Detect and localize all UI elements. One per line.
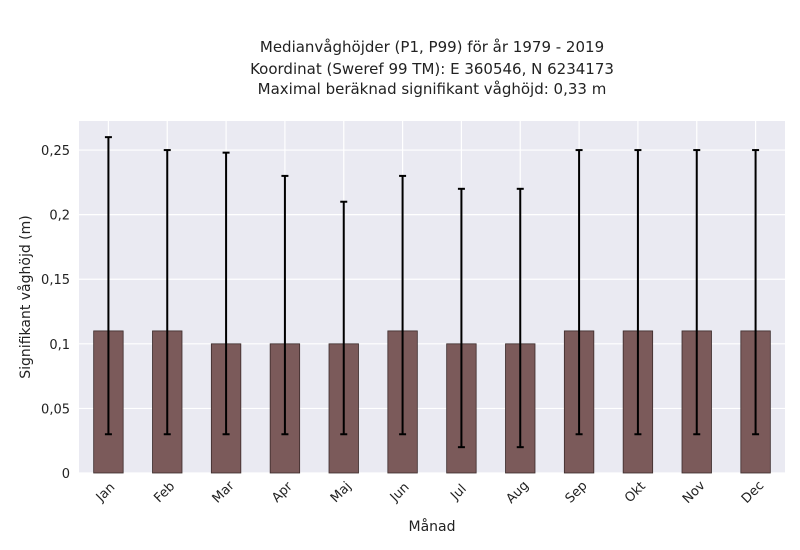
errorbars-group [104, 136, 760, 449]
x-tick-label-maj: Maj [328, 479, 355, 506]
chart-title: Medianvåghöjder (P1, P99) för år 1979 - … [250, 38, 614, 98]
y-tick-label: 0,2 [49, 209, 70, 224]
title-line-3: Maximal beräknad signifikant våghöjd: 0,… [258, 80, 607, 98]
plot-area [79, 121, 785, 473]
y-tick-label: 0 [62, 467, 70, 482]
x-axis-ticks: Jan Feb Mar Apr Maj Jun Jul Aug Sep Okt Nov Dec [93, 478, 767, 507]
x-tick-label-nov: Nov [680, 478, 709, 507]
x-tick-label-jan: Jan [93, 480, 118, 505]
y-tick-label: 0,05 [41, 402, 70, 417]
y-tick-label: 0,15 [41, 273, 70, 288]
x-tick-label-sep: Sep [563, 479, 591, 507]
x-tick-label-okt: Okt [622, 479, 649, 506]
x-tick-label-jul: Jul [447, 482, 469, 504]
title-line-1: Medianvåghöjder (P1, P99) för år 1979 - … [260, 38, 604, 56]
x-tick-label-apr: Apr [269, 479, 296, 506]
x-axis-label: Månad [409, 518, 456, 535]
y-axis-label: Signifikant våghöjd (m) [17, 215, 34, 378]
y-axis-ticks: 0 0,05 0,1 0,15 0,2 0,25 [41, 144, 70, 482]
x-tick-label-aug: Aug [503, 478, 532, 507]
y-tick-label: 0,1 [49, 338, 70, 353]
x-tick-label-jun: Jun [387, 480, 413, 506]
x-tick-label-mar: Mar [210, 478, 238, 506]
x-tick-label-feb: Feb [151, 479, 178, 506]
x-tick-label-dec: Dec [739, 478, 767, 506]
y-tick-label: 0,25 [41, 144, 70, 159]
title-line-2: Koordinat (Sweref 99 TM): E 360546, N 62… [250, 60, 614, 78]
